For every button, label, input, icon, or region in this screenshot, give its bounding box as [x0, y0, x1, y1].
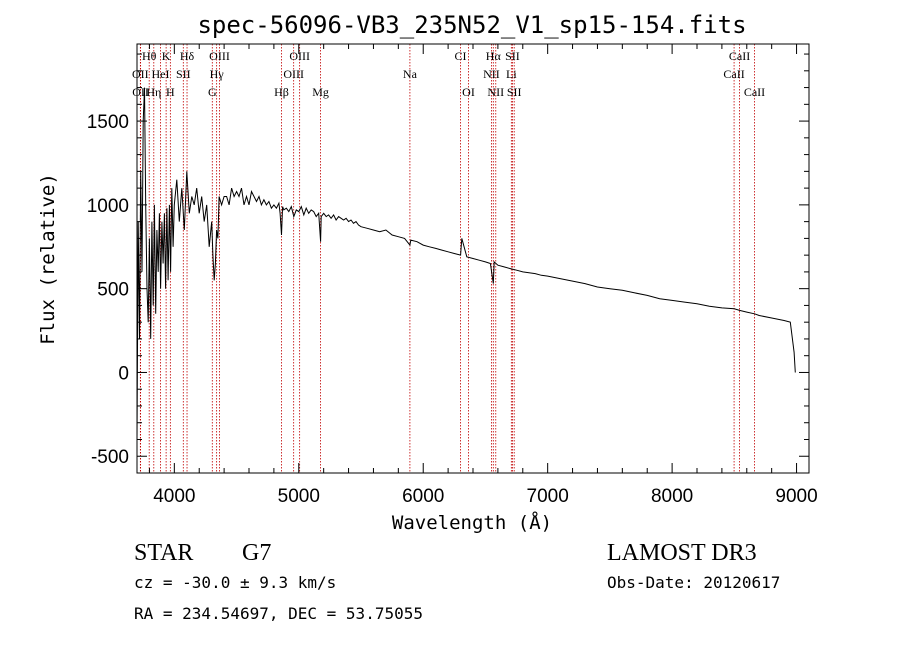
line-label-13: OIII — [283, 67, 304, 81]
line-label-8: CaII — [729, 49, 750, 63]
y-tick-label-3: 1000 — [87, 196, 129, 217]
line-label-26: SII — [507, 85, 522, 99]
x-tick-label-4: 8000 — [651, 486, 693, 507]
y-tick-label-4: 1500 — [87, 112, 129, 133]
line-label-10: HeI — [152, 67, 170, 81]
object-class: STAR — [134, 540, 193, 566]
line-label-6: Hα — [486, 49, 502, 63]
y-axis-ticks: -500 0 500 1000 1500 — [87, 53, 809, 468]
spectrum-line — [136, 87, 796, 440]
y-tick-label-1: 0 — [118, 363, 129, 384]
chart-title: spec-56096-VB3_235N52_V1_sp15-154.fits — [197, 11, 746, 39]
line-label-9: OII — [132, 67, 149, 81]
line-label-19: Hη — [146, 85, 161, 99]
line-label-27: CaII — [744, 85, 765, 99]
line-label-14: Na — [403, 67, 418, 81]
coords-text: RA = 234.54697, DEC = 53.75055 — [134, 604, 423, 623]
x-axis-label: Wavelength (Å) — [392, 511, 552, 534]
x-tick-label-1: 5000 — [278, 486, 320, 507]
line-label-16: Li — [506, 67, 517, 81]
survey-name: LAMOST DR3 — [607, 540, 757, 566]
line-label-7: SII — [505, 49, 520, 63]
line-label-1: K — [162, 49, 171, 63]
x-tick-label-5: 9000 — [775, 486, 817, 507]
x-tick-label-0: 4000 — [153, 486, 195, 507]
line-label-15: NII — [483, 67, 500, 81]
x-tick-label-2: 6000 — [402, 486, 444, 507]
line-label-3: OIII — [209, 49, 230, 63]
redshift-text: cz = -30.0 ± 9.3 km/s — [134, 573, 336, 592]
line-label-23: Mg — [312, 85, 329, 99]
spectral-line-markers — [139, 44, 755, 473]
x-axis-ticks: 4000 5000 6000 7000 8000 9000 — [148, 44, 818, 507]
line-label-20: H — [166, 85, 175, 99]
line-label-25: NII — [487, 85, 504, 99]
y-tick-label-2: 500 — [97, 280, 129, 301]
y-axis-label: Flux (relative) — [37, 173, 59, 345]
y-tick-label-0: -500 — [91, 447, 129, 468]
line-label-17: CaII — [723, 67, 744, 81]
obs-date-text: Obs-Date: 20120617 — [607, 573, 780, 592]
object-subclass: G7 — [242, 540, 271, 566]
x-tick-label-3: 7000 — [527, 486, 569, 507]
line-label-21: G — [208, 85, 217, 99]
line-label-5: CI — [455, 49, 467, 63]
line-label-12: Hγ — [210, 67, 225, 81]
line-label-11: SII — [176, 67, 191, 81]
line-label-22: Hβ — [274, 85, 289, 99]
line-label-4: OIII — [289, 49, 310, 63]
line-label-2: Hδ — [180, 49, 195, 63]
line-label-24: OI — [462, 85, 475, 99]
line-label-0: Hθ — [142, 49, 157, 63]
